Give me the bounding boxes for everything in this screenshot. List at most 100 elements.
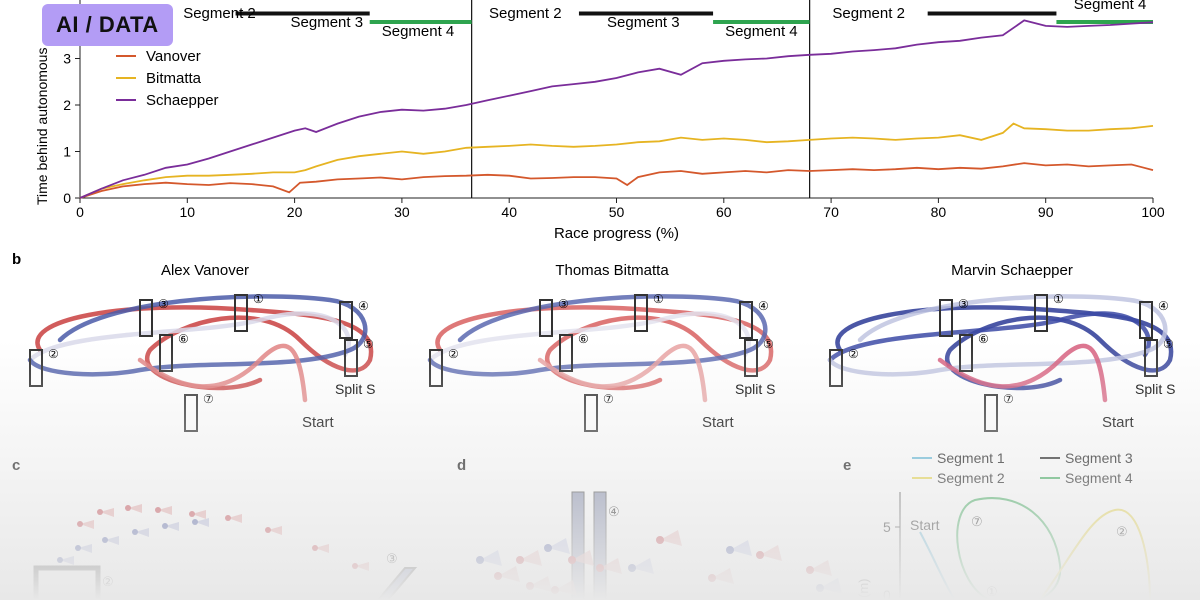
drone-marker xyxy=(75,545,81,551)
x-tick-label: 40 xyxy=(501,204,517,220)
drone-marker xyxy=(162,523,168,529)
gate-3-frame xyxy=(376,567,418,600)
flight-track xyxy=(427,311,751,363)
drone-marker xyxy=(189,511,195,517)
race-gate xyxy=(634,294,648,332)
gate-number: ⑤ xyxy=(1163,337,1174,351)
panel-e-start-label: Start xyxy=(910,517,940,533)
flight-track xyxy=(827,311,1151,363)
gate-number-e-7: ⑦ xyxy=(971,514,983,529)
panel-label-c: c xyxy=(12,457,20,474)
segment-label: Segment 4 xyxy=(725,23,798,40)
gate-number: ① xyxy=(653,292,664,306)
gate-number-c-3: ③ xyxy=(386,551,398,566)
drone-marker xyxy=(155,507,161,513)
segment-label: Segment 3 xyxy=(291,14,364,31)
drone-marker xyxy=(132,529,138,535)
panel-b: b Alex Vanover Thomas Bitmatta Marvin Sc… xyxy=(12,251,1175,432)
series-line-bitmatta xyxy=(79,122,1154,199)
legend-label-schaepper: Schaepper xyxy=(146,92,219,109)
gate-number: ② xyxy=(848,347,859,361)
y-tick-label: 0 xyxy=(63,190,71,206)
gate-number: ② xyxy=(448,347,459,361)
gate-number: ④ xyxy=(358,299,369,313)
panel-c: c ② ③ xyxy=(12,457,418,600)
gate-number: ④ xyxy=(758,299,769,313)
x-tick-label: 50 xyxy=(609,204,625,220)
race-gate xyxy=(1139,301,1153,339)
legend-label-segment-4: Segment 4 xyxy=(1065,470,1133,486)
gate-number-e-2: ② xyxy=(1116,524,1128,539)
gate-number-c-2: ② xyxy=(102,574,114,589)
segment-label: Segment 2 xyxy=(183,5,256,22)
drone-marker xyxy=(596,564,604,572)
race-gate xyxy=(184,394,198,432)
gate-number: ⑤ xyxy=(363,337,374,351)
drone-marker xyxy=(57,557,63,563)
flight-track xyxy=(537,343,708,403)
legend-label-segment-1: Segment 1 xyxy=(937,450,1005,466)
drone-marker xyxy=(656,536,664,544)
drone-marker xyxy=(816,584,824,592)
gate-number: ⑦ xyxy=(203,392,214,406)
gate-number: ⑦ xyxy=(1003,392,1014,406)
race-gate xyxy=(939,299,953,337)
start-label: Start xyxy=(1102,414,1135,431)
start-label: Start xyxy=(302,414,335,431)
panel-label-b: b xyxy=(12,251,21,268)
x-tick-label: 100 xyxy=(1141,204,1165,220)
x-axis-label: Race progress (%) xyxy=(554,225,679,242)
gate-number: ① xyxy=(253,292,264,306)
legend-label-segment-2: Segment 2 xyxy=(937,470,1005,486)
race-progress-chart: 0 10 20 30 40 50 60 70 80 90 100 0 1 2 3 Race progress … xyxy=(34,0,1165,242)
y-tick-label: 2 xyxy=(63,97,71,113)
gate-number: ④ xyxy=(1158,299,1169,313)
race-gate xyxy=(1034,294,1048,332)
race-gate xyxy=(739,301,753,339)
flight-track xyxy=(937,343,1108,403)
drone-marker xyxy=(192,519,198,525)
race-gate xyxy=(339,301,353,339)
x-tick-label: 20 xyxy=(287,204,303,220)
segment-label: Segment 3 xyxy=(607,14,680,31)
flight-track xyxy=(137,343,308,403)
gate-number: ③ xyxy=(558,297,569,311)
gate-number: ③ xyxy=(158,297,169,311)
panel-e: e Segment 1 Segment 2 Segment 3 Segment … xyxy=(843,450,1151,600)
gate-number: ③ xyxy=(958,297,969,311)
drone-marker xyxy=(568,556,576,564)
drone-poses-c xyxy=(57,504,369,571)
drone-marker xyxy=(77,521,83,527)
split-s-label: Split S xyxy=(735,381,775,397)
gate-2-frame xyxy=(33,565,101,600)
gate-number: ① xyxy=(1053,292,1064,306)
flight-track xyxy=(27,311,351,363)
gate-number: ⑥ xyxy=(178,332,189,346)
drone-poses-d xyxy=(476,530,842,596)
segment-label: Segment 2 xyxy=(832,5,905,22)
segment-label: Segment 2 xyxy=(489,5,562,22)
gate-4-post-right xyxy=(593,491,607,600)
race-gate xyxy=(984,394,998,432)
category-badge: AI / DATA xyxy=(42,4,173,46)
y-tick-label: 3 xyxy=(63,51,71,67)
gate-number: ② xyxy=(48,347,59,361)
drone-marker xyxy=(312,545,318,551)
split-s-label: Split S xyxy=(1135,381,1175,397)
drone-marker xyxy=(756,551,764,559)
split-s-label: Split S xyxy=(335,381,375,397)
drone-marker xyxy=(628,564,636,572)
panel-label-e: e xyxy=(843,457,851,474)
panel-b-title-2: Thomas Bitmatta xyxy=(555,262,669,279)
legend-label-vanover: Vanover xyxy=(146,48,201,65)
gate-number: ⑤ xyxy=(763,337,774,351)
segment-label: Segment 4 xyxy=(382,23,455,40)
legend-label-bitmatta: Bitmatta xyxy=(146,70,202,87)
panel-b-title-3: Marvin Schaepper xyxy=(951,262,1073,279)
y-tick-label: 1 xyxy=(63,144,71,160)
drone-marker xyxy=(544,544,552,552)
panel-e-ylabel: (m) xyxy=(856,579,871,599)
series-line-schaepper xyxy=(79,19,1154,199)
drone-marker xyxy=(526,582,534,590)
